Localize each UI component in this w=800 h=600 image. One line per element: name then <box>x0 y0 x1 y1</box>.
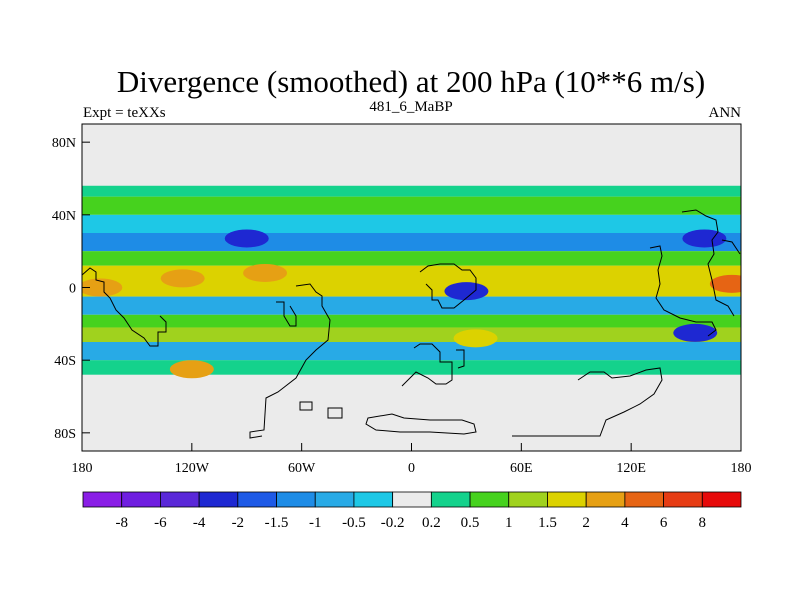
coastline-southern-africa <box>401 343 453 387</box>
band-10 <box>82 360 741 375</box>
colorbar-label-9: 0.5 <box>461 515 480 531</box>
colorbar-label-10: 1 <box>505 515 513 531</box>
colorbar-label-4: -1.5 <box>265 515 289 531</box>
chart-title: Divergence (smoothed) at 200 hPa (10**6 … <box>117 64 705 99</box>
coastline-madagascar <box>456 349 465 369</box>
band-1 <box>82 196 741 215</box>
coastline-antarctica-c <box>365 413 477 435</box>
colorbar-label-12: 2 <box>582 515 590 531</box>
x-axis: 180 120W 60W 0 60E 120E 180 <box>72 443 752 476</box>
coastline-asia-east <box>649 245 717 337</box>
band-4 <box>82 251 741 266</box>
feature-0 <box>709 274 741 293</box>
colorbar-box-9 <box>430 491 471 508</box>
colorbar-box-13 <box>585 491 626 508</box>
colorbar-label-8: 0.2 <box>422 515 441 531</box>
colorbar-box-11 <box>508 491 548 508</box>
colorbar-box-16 <box>701 491 742 508</box>
colorbar-box-7 <box>353 491 394 508</box>
colorbar-label-6: -0.5 <box>342 515 366 531</box>
colorbar-label-1: -6 <box>154 515 167 531</box>
colorbar-label-2: -4 <box>193 515 206 531</box>
colorbar-box-1 <box>121 491 161 508</box>
colorbar-box-14 <box>624 491 664 508</box>
colorbar-box-3 <box>198 491 239 508</box>
feature-8 <box>453 329 498 348</box>
feature-9 <box>169 360 214 379</box>
colorbar-box-10 <box>469 491 510 508</box>
x-tick-label-1: 120W <box>175 461 210 476</box>
band-6 <box>82 296 741 315</box>
x-tick-label-2: 60W <box>288 461 316 476</box>
feature-6 <box>673 323 718 342</box>
colorbar-label-5: -1 <box>309 515 322 531</box>
feature-7 <box>682 229 727 248</box>
x-tick-label-0: 180 <box>72 461 93 476</box>
feature-4 <box>444 282 489 301</box>
coastline-pacific-island <box>276 301 297 327</box>
y-axis: 80N 40N 0 40S 80S <box>52 136 90 442</box>
colorbar-box-8 <box>392 491 432 508</box>
colorbar-box-6 <box>314 491 355 508</box>
feature-2 <box>160 269 205 288</box>
colorbar-label-14: 6 <box>660 515 668 531</box>
y-tick-label-1: 40N <box>52 209 76 224</box>
x-tick-label-5: 120E <box>616 461 646 476</box>
coastline-antarctica-b <box>327 407 343 419</box>
colorbar-box-2 <box>160 491 200 508</box>
y-tick-label-4: 80S <box>54 427 76 442</box>
band-2 <box>82 214 741 233</box>
colorbar-label-0: -8 <box>115 515 128 531</box>
colorbar-label-11: 1.5 <box>538 515 557 531</box>
colorbar-box-4 <box>237 491 277 508</box>
feature-3 <box>243 263 288 282</box>
band-9 <box>82 342 741 361</box>
colorbar-label-3: -2 <box>232 515 245 531</box>
coastline-south-america <box>249 283 331 439</box>
coastline-australia <box>512 367 663 437</box>
experiment-label: Expt = teXXs <box>83 105 166 121</box>
colorbar-label-13: 4 <box>621 515 629 531</box>
y-tick-label-2: 0 <box>69 282 76 297</box>
band-3 <box>82 233 741 252</box>
colorbar-box-15 <box>663 491 703 508</box>
colorbar-label-15: 8 <box>699 515 707 531</box>
y-tick-label-3: 40S <box>54 354 76 369</box>
x-tick-label-6: 180 <box>731 461 752 476</box>
map-panel <box>81 123 742 452</box>
x-tick-label-4: 60E <box>510 461 533 476</box>
coastline-antarctica-a <box>299 401 313 411</box>
coastlines <box>82 209 741 439</box>
x-tick-label-3: 0 <box>408 461 415 476</box>
coastline-pacific-rim <box>721 239 741 255</box>
band-8 <box>82 327 741 342</box>
band-7 <box>82 314 741 328</box>
feature-5 <box>224 229 269 248</box>
colorbar-box-0 <box>82 491 123 508</box>
coastline-north-america <box>82 267 167 347</box>
band-0 <box>82 185 741 197</box>
coastline-asia-northeast <box>681 209 735 317</box>
colorbar-box-5 <box>276 491 316 508</box>
y-tick-label-0: 80N <box>52 136 76 151</box>
colorbar-label-7: -0.2 <box>381 515 405 531</box>
run-label: 481_6_MaBP <box>369 99 452 115</box>
divergence-field <box>82 185 741 379</box>
colorbar: -8 -6 -4 -2 -1.5 -1 -0.5 -0.2 0.2 0.5 1 1.5 2 4 6 8 <box>82 491 742 531</box>
season-label: ANN <box>709 105 742 121</box>
feature-1 <box>82 278 123 297</box>
coastline-africa <box>419 263 477 309</box>
colorbar-box-12 <box>547 491 587 508</box>
